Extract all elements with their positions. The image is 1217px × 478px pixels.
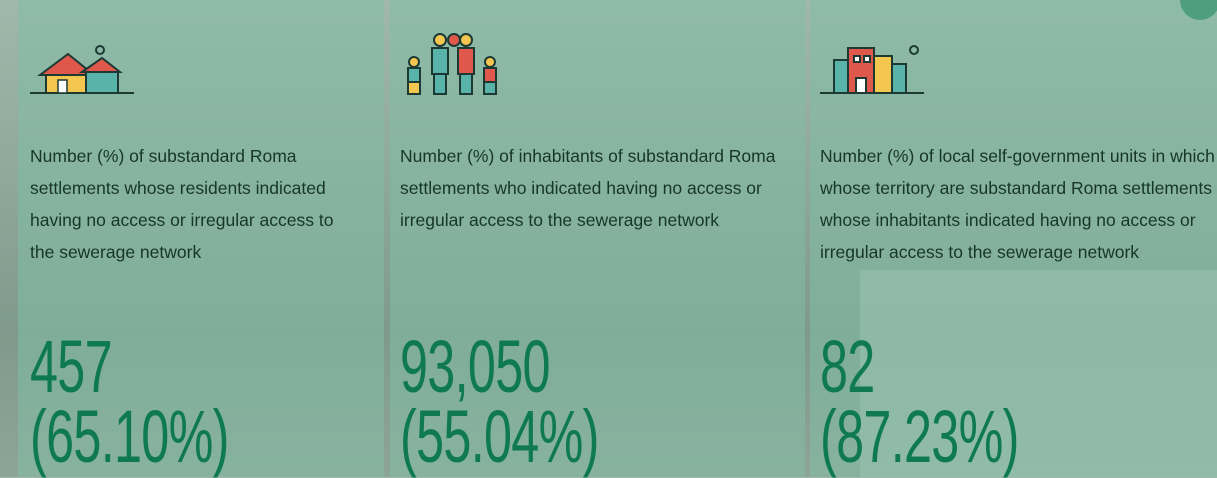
card: Number (%) of substandard Roma settlemen… [18,0,384,477]
description: Number (%) of local self-government unit… [820,140,1217,268]
icon-houses [28,40,138,100]
value: 82 [820,330,875,404]
icon-buildings [818,40,928,100]
percent: (55.04%) [400,400,599,474]
card: Number (%) of local self-government unit… [810,0,1217,477]
description: Number (%) of substandard Roma settlemen… [30,140,350,268]
percent: (65.10%) [30,400,229,474]
value: 93,050 [400,330,550,404]
value: 457 [30,330,112,404]
percent: (87.23%) [820,400,1019,474]
page: Number (%) of substandard Roma settlemen… [0,0,1217,477]
icon-people [400,30,510,100]
card: Number (%) of inhabitants of substandard… [390,0,805,477]
description: Number (%) of inhabitants of substandard… [400,140,805,236]
